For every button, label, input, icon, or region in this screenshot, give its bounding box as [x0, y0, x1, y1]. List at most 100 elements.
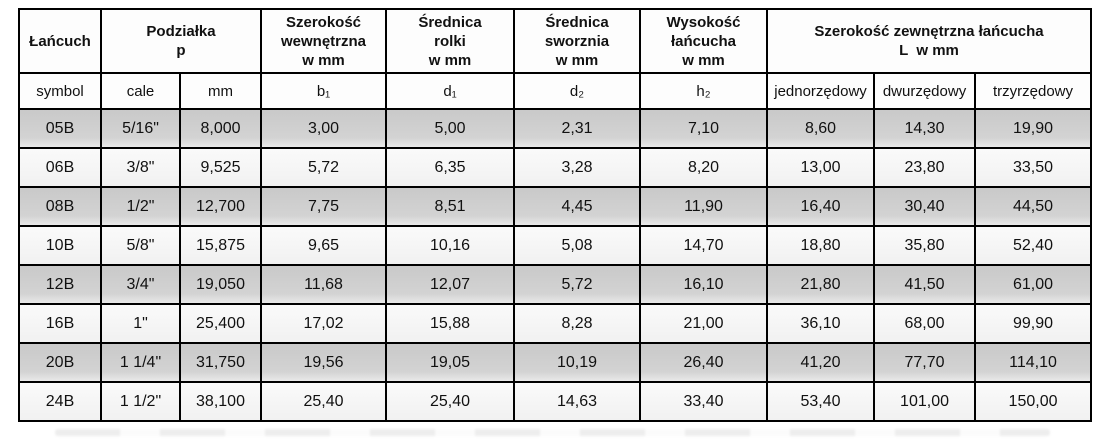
group-header-line: w mm — [428, 51, 472, 69]
group-header-row: Łańcuch Podziałka p Szerokość wewnętrzna w mm… — [18, 8, 1093, 74]
sub-header-b1: b₁ — [260, 72, 388, 110]
sub-header-jednorzedowy: jednorzędowy — [766, 72, 876, 110]
sub-header-d1: d₁ — [385, 72, 516, 110]
cell-05B-b1: 3,00 — [260, 108, 388, 149]
cell-12B-dwurzedowy: 41,50 — [873, 264, 977, 305]
cell-12B-mm: 19,050 — [178, 264, 263, 305]
cell-10B-d1: 10,16 — [385, 225, 516, 266]
cell-12B-cale: 3/4" — [100, 264, 181, 305]
table-body: 05B 5/16" 8,000 3,00 5,00 2,31 7,10 8,60 14,30 19… — [18, 108, 1093, 422]
cell-08B-trzyrzedowy: 44,50 — [974, 186, 1093, 227]
group-header-5: Wysokość łańcucha w mm — [639, 8, 769, 74]
cell-20B-d2: 10,19 — [513, 342, 642, 383]
table-row-16B: 16B 1" 25,400 17,02 15,88 8,28 21,00 36,10 68,00… — [18, 303, 1093, 344]
sub-header-trzyrzedowy: trzyrzędowy — [974, 72, 1093, 110]
cell-20B-mm: 31,750 — [178, 342, 263, 383]
cell-24B-mm: 38,100 — [178, 381, 263, 422]
group-header-line: w mm — [555, 51, 599, 69]
group-header-6: Szerokość zewnętrzna łańcucha L w mm — [766, 8, 1093, 74]
group-header-1: Podziałka p — [99, 8, 263, 74]
cell-05B-trzyrzedowy: 19,90 — [974, 108, 1093, 149]
cell-05B-symbol: 05B — [18, 108, 102, 149]
group-header-line: Łańcuch — [29, 32, 91, 50]
cell-05B-cale: 5/16" — [100, 108, 181, 149]
cell-05B-jednorzedowy: 8,60 — [766, 108, 876, 149]
cell-08B-dwurzedowy: 30,40 — [873, 186, 977, 227]
cell-20B-d1: 19,05 — [385, 342, 516, 383]
cell-05B-mm: 8,000 — [178, 108, 263, 149]
cell-12B-jednorzedowy: 21,80 — [766, 264, 876, 305]
group-header-line: w mm — [302, 51, 345, 69]
group-header-line: łańcucha — [671, 32, 737, 50]
group-header-line: Podziałka — [146, 23, 216, 40]
cell-10B-d2: 5,08 — [513, 225, 642, 266]
cell-24B-jednorzedowy: 53,40 — [766, 381, 876, 422]
cell-24B-dwurzedowy: 101,00 — [873, 381, 977, 422]
sub-header-d2: d₂ — [513, 72, 642, 110]
group-header-line: p — [176, 42, 186, 59]
group-header-line: sworznia — [544, 32, 610, 50]
cell-10B-b1: 9,65 — [260, 225, 388, 266]
cell-10B-jednorzedowy: 18,80 — [766, 225, 876, 266]
cell-10B-cale: 5/8" — [100, 225, 181, 266]
cell-20B-b1: 19,56 — [260, 342, 388, 383]
cell-10B-dwurzedowy: 35,80 — [873, 225, 977, 266]
cell-24B-b1: 25,40 — [260, 381, 388, 422]
cell-06B-trzyrzedowy: 33,50 — [974, 147, 1093, 188]
cell-12B-trzyrzedowy: 61,00 — [974, 264, 1093, 305]
cell-12B-h2: 16,10 — [639, 264, 769, 305]
cell-12B-d1: 12,07 — [385, 264, 516, 305]
table-row-05B: 05B 5/16" 8,000 3,00 5,00 2,31 7,10 8,60 14,30 19… — [18, 108, 1093, 149]
cell-08B-d2: 4,45 — [513, 186, 642, 227]
group-header-line: Szerokość — [285, 13, 362, 31]
table-header: Łańcuch Podziałka p Szerokość wewnętrzna w mm… — [18, 8, 1093, 110]
cell-06B-symbol: 06B — [18, 147, 102, 188]
cell-08B-mm: 12,700 — [178, 186, 263, 227]
cell-05B-d2: 2,31 — [513, 108, 642, 149]
cell-20B-trzyrzedowy: 114,10 — [974, 342, 1093, 383]
group-header-line: Szerokość zewnętrzna łańcucha — [814, 23, 1044, 40]
group-header-line: L w mm — [899, 42, 959, 59]
group-header-line: Średnica — [545, 13, 609, 31]
cell-24B-trzyrzedowy: 150,00 — [974, 381, 1093, 422]
cell-06B-h2: 8,20 — [639, 147, 769, 188]
group-header-line: rolki — [434, 32, 466, 50]
group-header-line: w mm — [682, 51, 725, 69]
table-row-10B: 10B 5/8" 15,875 9,65 10,16 5,08 14,70 18,80 35,8… — [18, 225, 1093, 266]
cell-24B-h2: 33,40 — [639, 381, 769, 422]
cell-05B-h2: 7,10 — [639, 108, 769, 149]
cell-05B-dwurzedowy: 14,30 — [873, 108, 977, 149]
sub-header-dwurzedowy: dwurzędowy — [873, 72, 977, 110]
cell-10B-trzyrzedowy: 52,40 — [974, 225, 1093, 266]
cell-20B-h2: 26,40 — [639, 342, 769, 383]
cell-20B-cale: 1 1/4" — [100, 342, 181, 383]
cell-06B-b1: 5,72 — [260, 147, 388, 188]
table-row-20B: 20B 1 1/4" 31,750 19,56 19,05 10,19 26,40 41,20… — [18, 342, 1093, 383]
cell-16B-trzyrzedowy: 99,90 — [974, 303, 1093, 344]
cell-10B-mm: 15,875 — [178, 225, 263, 266]
sub-header-symbol: symbol — [18, 72, 102, 110]
cell-16B-mm: 25,400 — [178, 303, 263, 344]
group-header-3: Średnica rolki w mm — [385, 8, 516, 74]
group-header-0: Łańcuch — [18, 8, 102, 74]
sub-header-cale: cale — [100, 72, 181, 110]
cell-05B-d1: 5,00 — [385, 108, 516, 149]
cell-10B-symbol: 10B — [18, 225, 102, 266]
table-row-24B: 24B 1 1/2" 38,100 25,40 25,40 14,63 33,40 53,40… — [18, 381, 1093, 422]
cell-16B-d1: 15,88 — [385, 303, 516, 344]
cell-20B-jednorzedowy: 41,20 — [766, 342, 876, 383]
cell-06B-cale: 3/8" — [100, 147, 181, 188]
group-header-line: Wysokość — [666, 13, 741, 31]
sub-header-mm: mm — [178, 72, 263, 110]
sub-header-h2: h₂ — [639, 72, 769, 110]
cell-16B-jednorzedowy: 36,10 — [766, 303, 876, 344]
cell-06B-dwurzedowy: 23,80 — [873, 147, 977, 188]
cell-24B-symbol: 24B — [18, 381, 102, 422]
table-row-08B: 08B 1/2" 12,700 7,75 8,51 4,45 11,90 16,40 30,40… — [18, 186, 1093, 227]
table-row-12B: 12B 3/4" 19,050 11,68 12,07 5,72 16,10 21,80 41,… — [18, 264, 1093, 305]
scan-artifact — [55, 429, 1050, 436]
cell-12B-d2: 5,72 — [513, 264, 642, 305]
group-header-line: Średnica — [418, 13, 482, 31]
cell-08B-d1: 8,51 — [385, 186, 516, 227]
